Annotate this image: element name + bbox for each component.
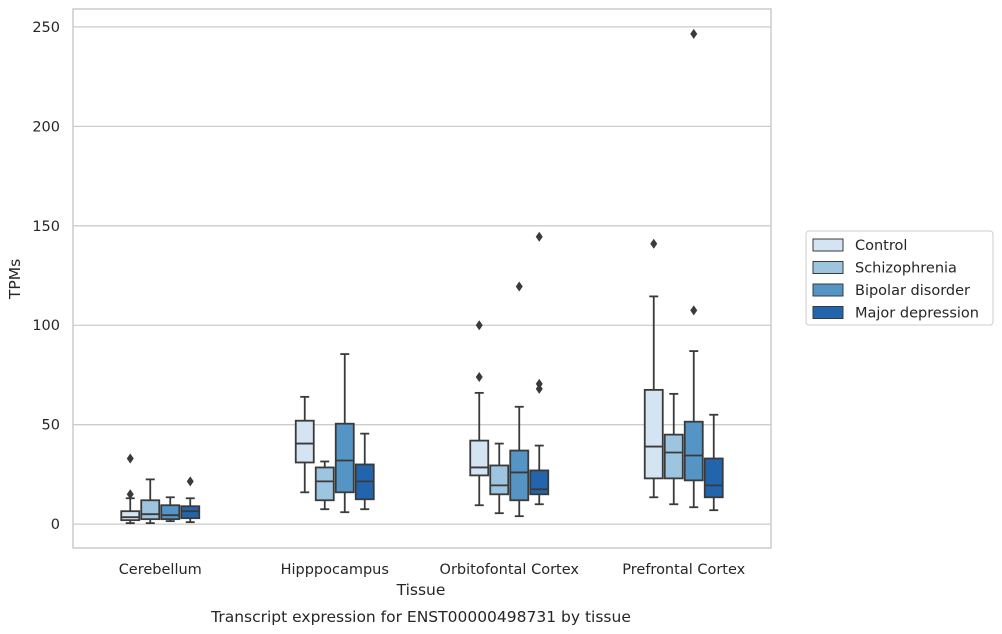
gridlines: [73, 26, 771, 525]
legend-label: Control: [855, 238, 907, 254]
box-groups: [120, 28, 724, 525]
box-bipolar-disorder: [334, 353, 355, 514]
box-major-depression: [529, 231, 550, 506]
box-iqr: [314, 466, 335, 502]
legend-frame: [805, 230, 994, 326]
box-iqr: [160, 504, 181, 521]
legend-swatch: [812, 238, 844, 252]
x-tick-label: Prefrontal Cortex: [622, 562, 745, 578]
outlier-point: [650, 238, 658, 249]
box-major-depression: [180, 476, 201, 524]
y-tick-label: 250: [32, 20, 60, 36]
outlier-point: [475, 371, 483, 382]
box-schizophrenia: [140, 478, 161, 525]
x-tick-label: Orbitofontal Cortex: [440, 562, 580, 578]
y-tick-label: 50: [42, 418, 60, 434]
outlier-point: [690, 28, 698, 39]
box-iqr: [703, 457, 724, 499]
x-tick-label: Cerebellum: [119, 562, 202, 578]
legend-items: Control Schizophrenia Bipolar disorder Majo…: [812, 238, 979, 322]
legend: Control Schizophrenia Bipolar disorder Majo…: [805, 230, 994, 326]
box-major-depression: [703, 413, 724, 512]
box-iqr: [180, 505, 201, 520]
x-axis-title: Tissue: [396, 581, 446, 599]
box-iqr: [294, 419, 315, 464]
legend-label: Schizophrenia: [855, 261, 957, 277]
box-schizophrenia: [314, 460, 335, 511]
legend-swatch: [812, 283, 844, 297]
box-bipolar-disorder: [509, 281, 530, 518]
y-tick-label: 200: [32, 119, 60, 135]
box-iqr: [140, 499, 161, 521]
box-control: [469, 320, 490, 507]
box-iqr: [489, 464, 510, 496]
y-tick-labels: 0 50 100 150 200 250: [32, 20, 60, 533]
x-tick-label: Hipppocampus: [281, 562, 389, 578]
legend-label: Major depression: [855, 306, 979, 322]
x-tick-labels: Cerebellum Hipppocampus Orbitofontal Corte…: [119, 562, 746, 578]
box-iqr: [529, 469, 550, 496]
outlier-point: [535, 378, 543, 389]
outlier-point: [515, 281, 523, 292]
legend-label: Bipolar disorder: [855, 283, 970, 299]
box-iqr: [120, 510, 141, 522]
legend-swatch: [812, 261, 844, 274]
outlier-point: [126, 453, 134, 464]
box-iqr: [683, 420, 704, 482]
outlier-point: [126, 489, 134, 500]
outlier-point: [186, 476, 194, 487]
chart-caption: Transcript expression for ENST0000049873…: [210, 608, 631, 626]
box-schizophrenia: [489, 442, 510, 515]
box-iqr: [334, 422, 355, 494]
y-tick-label: 0: [51, 517, 60, 533]
box-control: [643, 238, 664, 499]
box-iqr: [469, 439, 490, 477]
outlier-point: [690, 305, 698, 316]
box-schizophrenia: [663, 392, 684, 506]
y-axis-title: TPMs: [6, 259, 24, 300]
box-iqr: [663, 433, 684, 480]
legend-swatch: [812, 306, 844, 319]
box-major-depression: [354, 432, 375, 511]
box-control: [120, 453, 141, 525]
outlier-point: [475, 320, 483, 331]
box-iqr: [643, 388, 664, 480]
y-tick-label: 100: [32, 318, 60, 334]
box-iqr: [509, 449, 530, 502]
plot-frame: [72, 8, 772, 549]
box-bipolar-disorder: [683, 28, 704, 509]
box-bipolar-disorder: [160, 496, 181, 523]
box-control: [294, 395, 315, 494]
y-tick-label: 150: [32, 219, 60, 235]
outlier-point: [535, 231, 543, 242]
